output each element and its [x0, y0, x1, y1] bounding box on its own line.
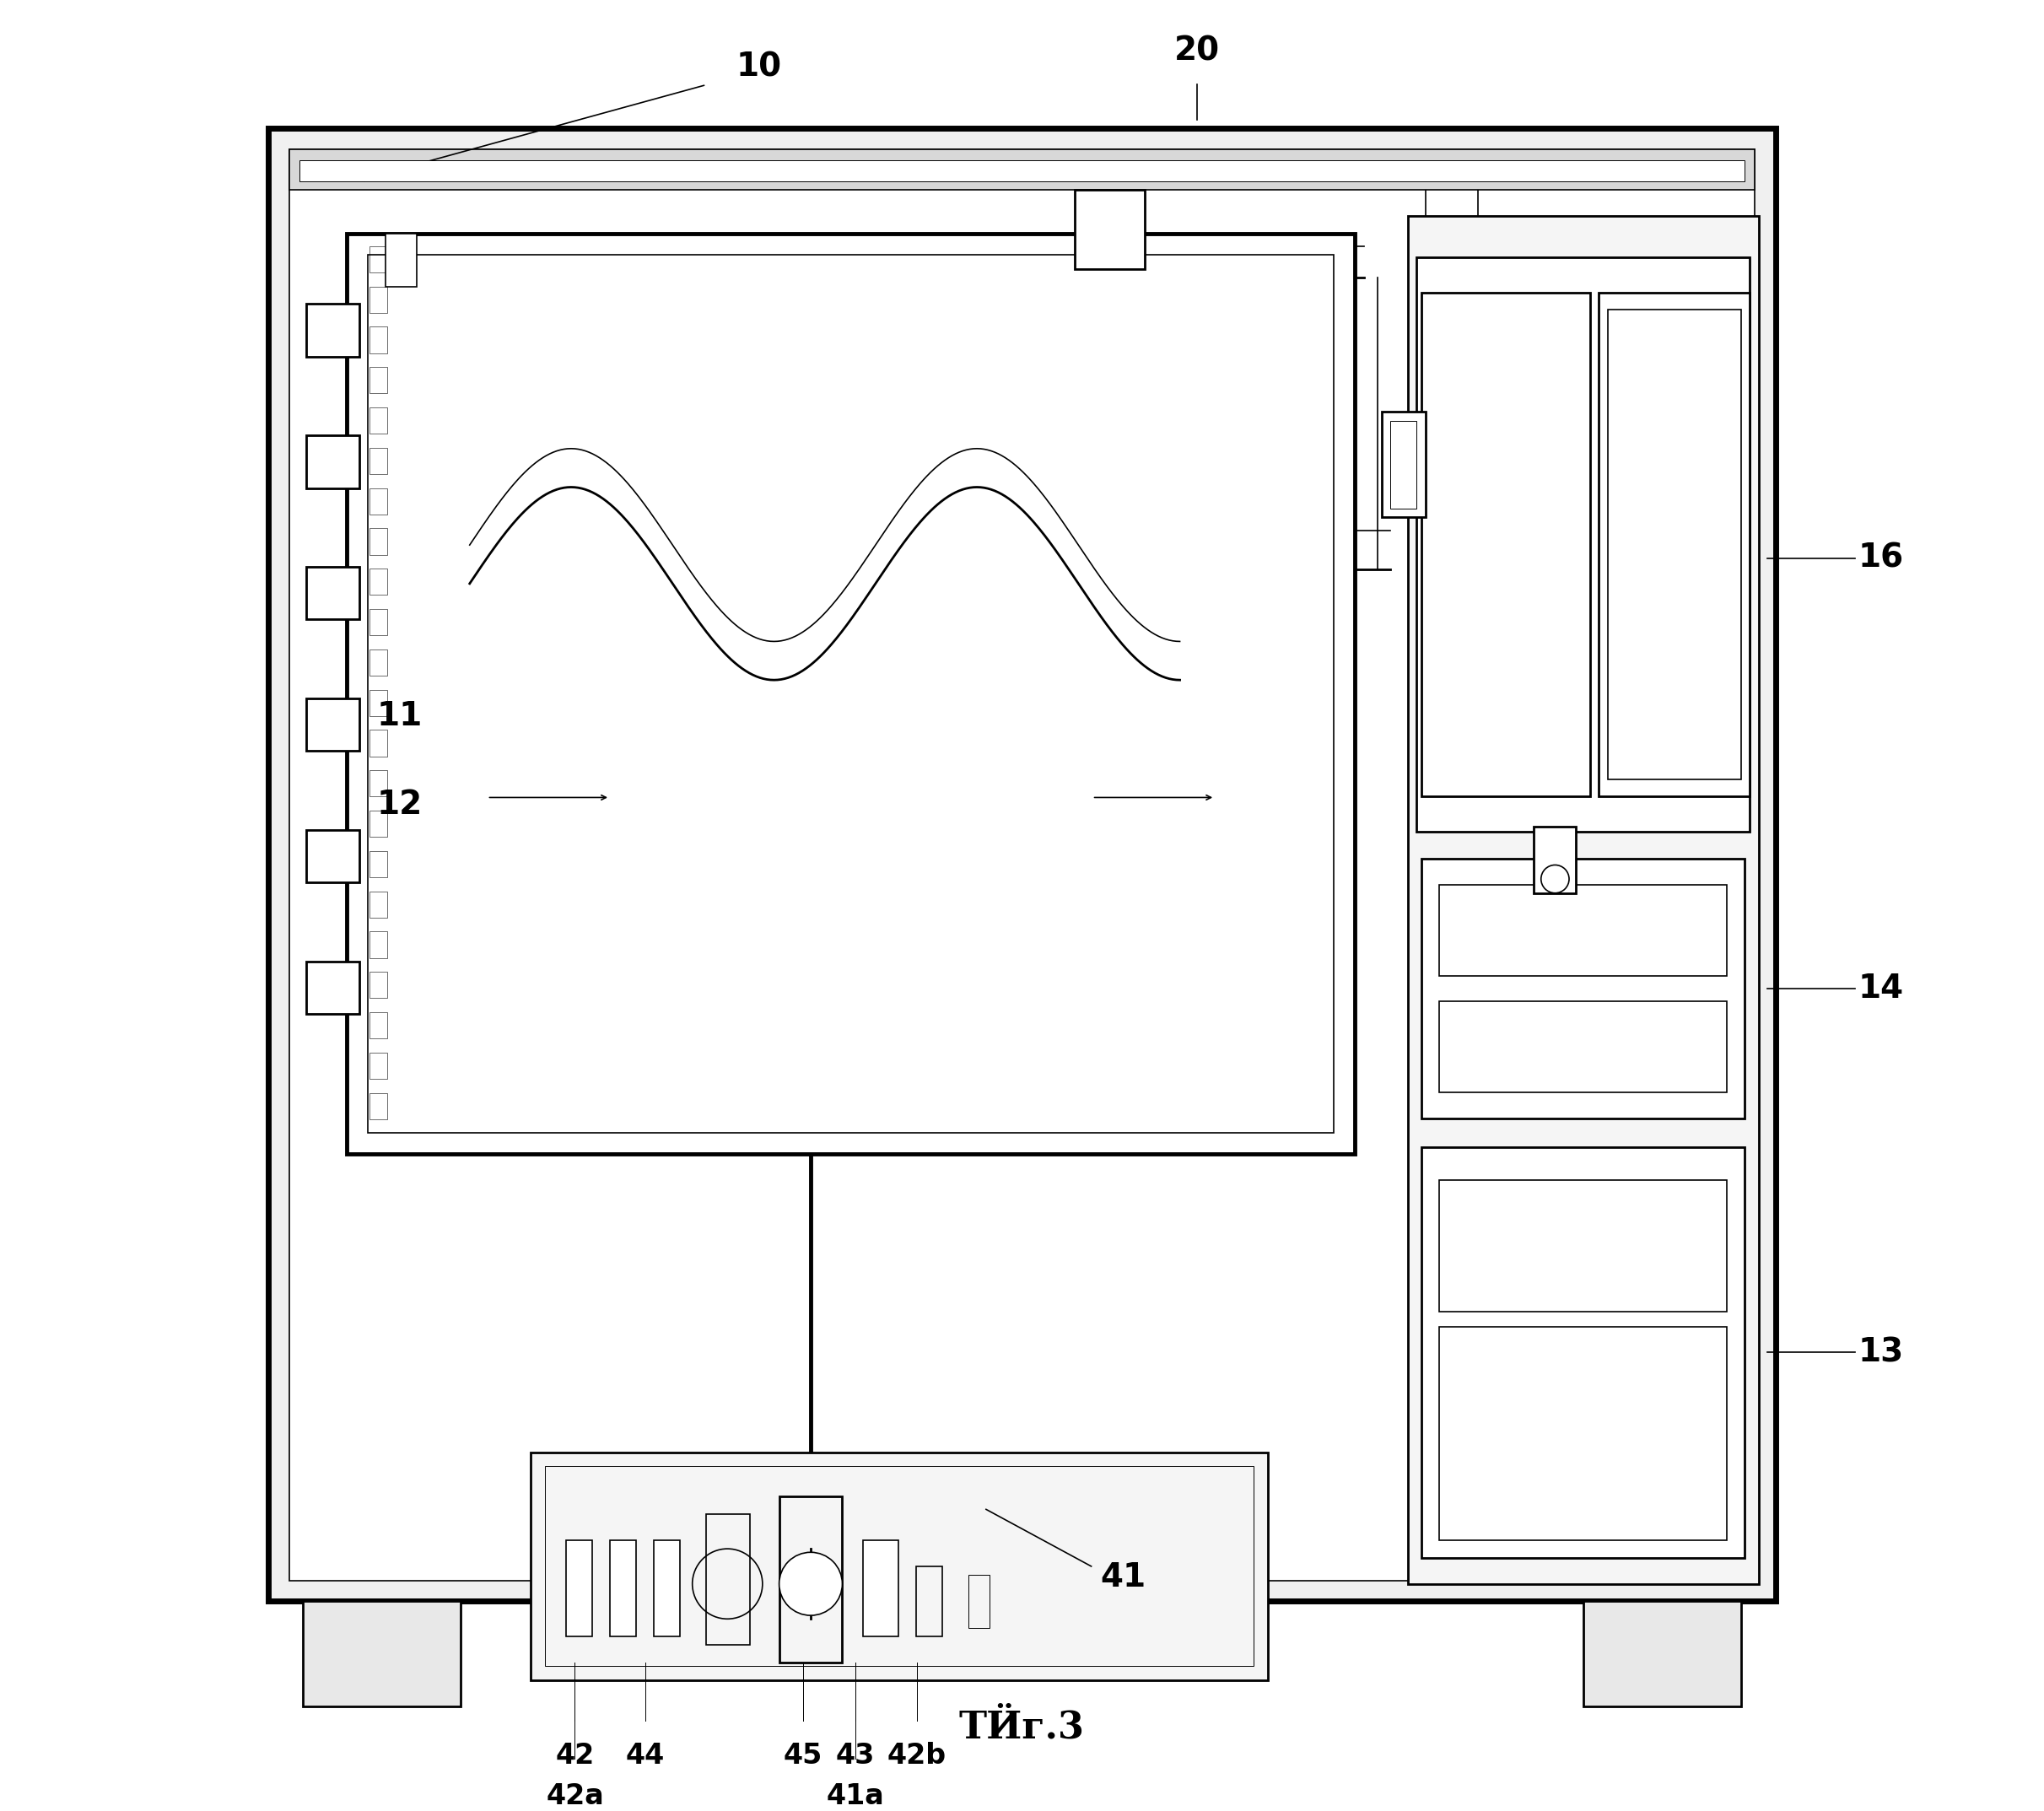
Text: 14: 14	[1858, 973, 1905, 1005]
Bar	[969, 1576, 989, 1628]
Bar	[546, 1467, 1253, 1666]
Text: 11: 11	[376, 699, 423, 732]
Bar	[566, 1539, 593, 1637]
Bar	[370, 608, 386, 636]
Bar	[347, 234, 1355, 1154]
Text: 44: 44	[625, 1742, 664, 1769]
Text: 41a: 41a	[826, 1782, 885, 1809]
Bar	[370, 569, 386, 596]
Bar	[1439, 1327, 1727, 1539]
Bar	[300, 159, 1744, 181]
Text: 43: 43	[836, 1742, 875, 1769]
Text: 42: 42	[556, 1742, 595, 1769]
Bar	[531, 1452, 1267, 1681]
Bar	[307, 435, 360, 487]
Bar	[307, 699, 360, 752]
Text: 42b: 42b	[887, 1742, 946, 1769]
Bar	[368, 255, 1335, 1134]
Bar	[370, 650, 386, 676]
Text: 13: 13	[1858, 1337, 1905, 1369]
Bar	[288, 150, 1756, 190]
Bar	[1408, 216, 1758, 1585]
Bar	[370, 1092, 386, 1119]
Bar	[1584, 1601, 1741, 1706]
Bar	[370, 286, 386, 313]
Text: 41: 41	[1100, 1561, 1147, 1594]
Bar	[370, 811, 386, 837]
Circle shape	[1541, 866, 1570, 893]
Text: 16: 16	[1858, 541, 1905, 574]
Bar	[370, 487, 386, 514]
Bar	[370, 447, 386, 474]
Text: 45: 45	[783, 1742, 822, 1769]
Bar	[370, 891, 386, 918]
Text: 20: 20	[1175, 34, 1220, 67]
Bar	[609, 1539, 636, 1637]
Bar	[370, 851, 386, 877]
Bar	[370, 730, 386, 757]
Bar	[303, 1601, 460, 1706]
Bar	[1423, 292, 1590, 797]
Bar	[1416, 257, 1750, 831]
Text: 12: 12	[376, 788, 423, 820]
Bar	[370, 931, 386, 958]
Bar	[863, 1539, 899, 1637]
Text: 42a: 42a	[546, 1782, 603, 1809]
Bar	[779, 1496, 842, 1662]
Bar	[1423, 858, 1744, 1119]
Bar	[916, 1567, 942, 1637]
Bar	[1075, 190, 1145, 268]
Bar	[1439, 1001, 1727, 1092]
Bar	[654, 1539, 681, 1637]
Bar	[1382, 411, 1425, 518]
Bar	[307, 962, 360, 1014]
Bar	[370, 770, 386, 797]
Text: 10: 10	[736, 51, 781, 83]
Bar	[370, 1052, 386, 1079]
Bar	[370, 1012, 386, 1038]
Bar	[370, 973, 386, 998]
Bar	[1598, 292, 1750, 797]
Bar	[1439, 1181, 1727, 1311]
Bar	[370, 407, 386, 433]
Bar	[1423, 1148, 1744, 1557]
Bar	[370, 246, 386, 272]
Bar	[307, 304, 360, 357]
Bar	[370, 368, 386, 393]
Bar	[370, 529, 386, 554]
Circle shape	[779, 1552, 842, 1615]
Bar	[370, 326, 386, 353]
Bar	[288, 150, 1756, 1581]
Bar	[1533, 826, 1576, 893]
Bar	[307, 829, 360, 882]
Bar	[307, 567, 360, 619]
Bar	[1390, 420, 1416, 509]
Bar	[1609, 310, 1741, 779]
Bar	[370, 690, 386, 715]
Bar	[1439, 886, 1727, 976]
Bar	[707, 1514, 750, 1644]
Text: ΤӤг.3: ΤӤг.3	[959, 1710, 1085, 1746]
Bar	[386, 234, 417, 286]
Bar	[268, 129, 1776, 1601]
